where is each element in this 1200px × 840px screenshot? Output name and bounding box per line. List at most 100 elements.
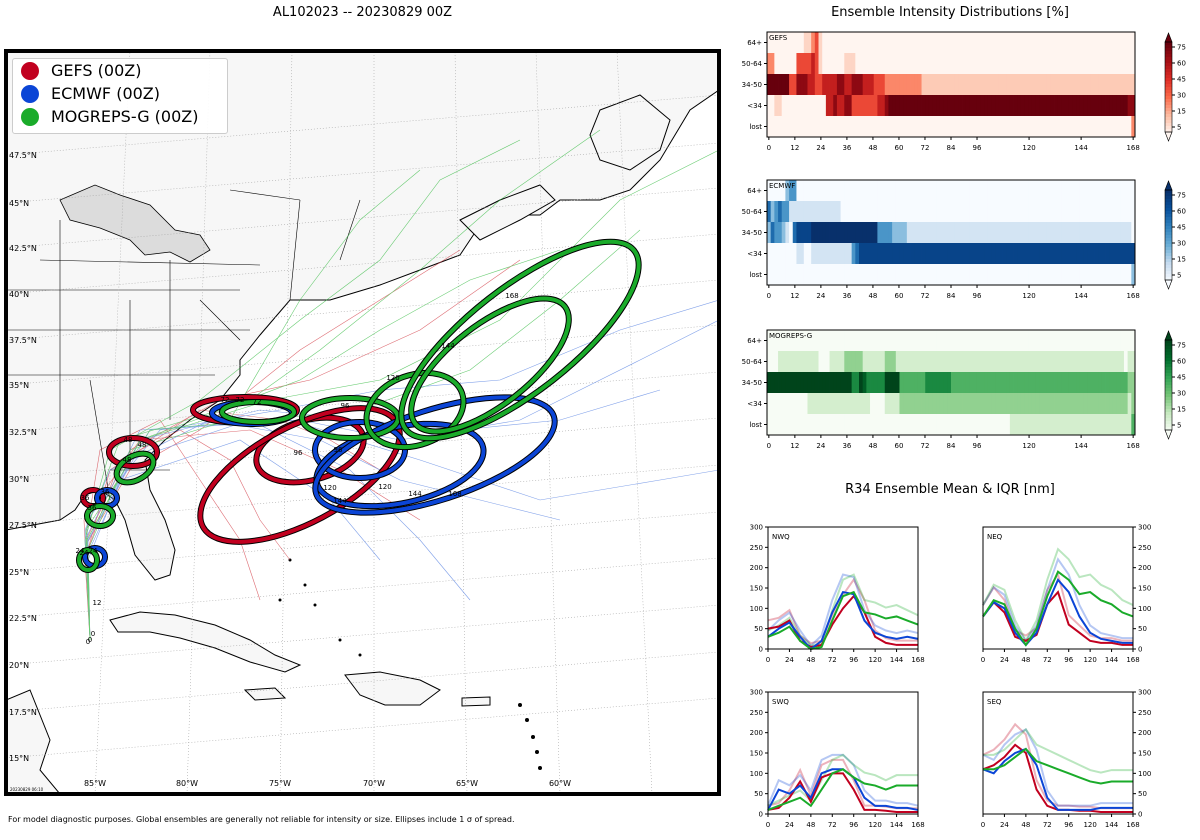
heatmap-cell (995, 351, 1000, 373)
heatmap-cell (847, 74, 853, 96)
heatmap-cell (928, 95, 933, 117)
heatmap-cell (995, 95, 1000, 117)
heatmap-cell (1046, 53, 1051, 75)
heatmap-cell (1120, 351, 1125, 373)
heatmap-cell (936, 330, 941, 352)
r34-xtick-label: 72 (828, 656, 837, 664)
heatmap-cell (881, 393, 886, 415)
mogreps-hour-label: 96 (341, 402, 350, 410)
heatmap-cell (958, 243, 963, 265)
heatmap-cell (1031, 95, 1037, 117)
map-frame (4, 49, 721, 796)
heatmap-cell (995, 222, 1000, 244)
heatmap-cell (965, 116, 970, 138)
heatmap-cell (914, 32, 919, 54)
heatmap-cell (859, 32, 864, 54)
heatmap-cell (958, 330, 963, 352)
heatmap-cell (774, 32, 779, 54)
heatmap-cell (1039, 330, 1044, 352)
heatmap-cell (873, 74, 878, 96)
heatmap-cell (789, 222, 794, 244)
heatmap-cell (825, 372, 830, 394)
heatmap-cell (998, 393, 1003, 415)
heatmap-cell (1031, 222, 1037, 244)
series-line-mogreps-g (983, 747, 1133, 785)
r34-ytick-label: 150 (750, 750, 763, 758)
heatmap-cell (855, 32, 860, 54)
heatmap-cell (881, 116, 886, 138)
heatmap-cell (859, 222, 864, 244)
legend-item-gefs: GEFS (00Z) (13, 59, 227, 82)
heatmap-cell (1101, 222, 1106, 244)
heatmap-cell (998, 74, 1003, 96)
colorbar-tick-label: 15 (1177, 256, 1186, 264)
r34-xtick-label: 144 (890, 821, 904, 829)
heatmap-cell (939, 372, 945, 394)
series-iqr-line (767, 573, 919, 647)
heatmap-cell (895, 95, 900, 117)
heatmap-cell (973, 32, 978, 54)
heatmap-cell (1098, 330, 1103, 352)
heatmap-cell (774, 393, 779, 415)
heatmap-cell (1020, 264, 1025, 286)
heatmap-cell (870, 32, 875, 54)
heatmap-cell (980, 32, 985, 54)
heatmap-cell (906, 414, 911, 436)
heatmap-cell (1031, 264, 1037, 286)
heatmap-cell (962, 264, 967, 286)
heatmap-cell (884, 53, 889, 75)
heatmap-cell (870, 53, 875, 75)
heatmap-cell (1039, 351, 1044, 373)
heatmap-cell (870, 222, 875, 244)
heatmap-cell (881, 414, 886, 436)
heatmap-cell (1054, 222, 1059, 244)
colorbar-segment (1165, 87, 1172, 91)
heatmap-cell (774, 180, 779, 202)
heatmap-cell (789, 243, 794, 265)
heatmap-cell (847, 116, 853, 138)
heatmap-cell (814, 393, 819, 415)
heatmap-cell (796, 180, 801, 202)
heatmap-cell (962, 330, 967, 352)
heatmap-cell (1076, 330, 1081, 352)
heatmap-cell (855, 180, 860, 202)
heatmap-cell (1028, 372, 1033, 394)
heatmap-cell (928, 53, 933, 75)
colorbar-segment (1165, 208, 1172, 212)
colorbar-tick-label: 75 (1177, 192, 1186, 200)
heatmap-cell (855, 372, 860, 394)
heatmap-cell (1061, 372, 1066, 394)
intensity-title: Ensemble Intensity Distributions [%] (831, 5, 1069, 20)
heatmap-cell (859, 74, 864, 96)
heatmap-cell (1109, 393, 1114, 415)
heatmap-cell (899, 74, 904, 96)
heatmap-cell (866, 330, 871, 352)
heatmap-cell (814, 351, 819, 373)
heatmap-cell (1123, 95, 1129, 117)
colorbar-tick-label: 75 (1177, 342, 1186, 350)
heatmap-cell (811, 95, 816, 117)
lon-label: 75°W (269, 779, 291, 788)
heatmap-row-label: 64+ (747, 187, 762, 195)
heatmap-cell (925, 243, 930, 265)
heatmap-cell (980, 74, 985, 96)
colorbar-extend-max (1164, 330, 1173, 341)
heatmap-cell (895, 180, 900, 202)
heatmap-cell (829, 243, 834, 265)
heatmap-cell (969, 372, 974, 394)
heatmap-cell (1109, 32, 1114, 54)
r34-xtick-label: 48 (1021, 656, 1030, 664)
colorbar-segment (1165, 355, 1172, 359)
mogreps-hour-label: 0 (86, 638, 90, 646)
heatmap-cell (1094, 180, 1099, 202)
heatmap-cell (833, 264, 838, 286)
heatmap-cell (825, 116, 830, 138)
heatmap-cell (984, 74, 989, 96)
heatmap-cell (873, 393, 878, 415)
heatmap-cell (1057, 393, 1062, 415)
heatmap-cell (1035, 222, 1040, 244)
lat-label: 30°N (9, 475, 29, 484)
heatmap-cell (1057, 95, 1062, 117)
heatmap-cell (1028, 74, 1033, 96)
heatmap-cell (892, 74, 897, 96)
